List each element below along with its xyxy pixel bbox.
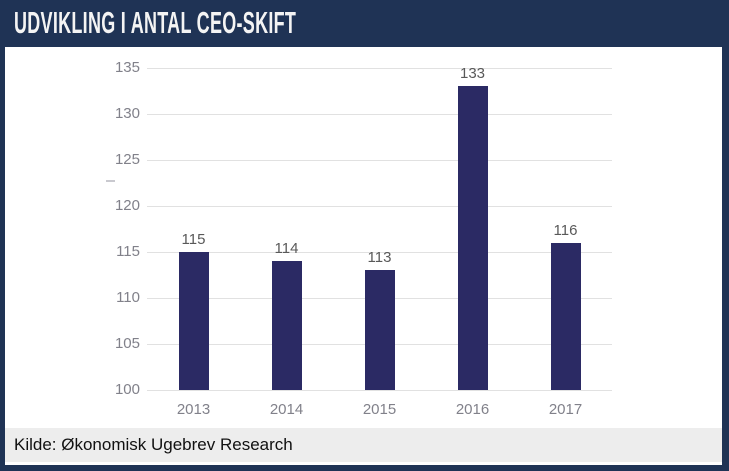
- source-text: Kilde: Økonomisk Ugebrev Research: [14, 435, 293, 454]
- bar-2014: [271, 261, 302, 390]
- y-axis-tick-label: 100: [114, 381, 140, 398]
- frame-border-left: [0, 0, 5, 471]
- gridline: [147, 251, 612, 253]
- gridline: [147, 159, 612, 161]
- chart-title: UDVIKLING I ANTAL CEO-SKIFT: [14, 5, 297, 40]
- chart-header: UDVIKLING I ANTAL CEO-SKIFT: [0, 0, 729, 47]
- gridline: [147, 67, 612, 69]
- frame-border-bottom: [0, 465, 729, 471]
- y-axis-tick-label: 130: [114, 105, 140, 122]
- minor-tick-mark: [106, 180, 115, 182]
- bar-value-label: 133: [459, 65, 486, 83]
- y-axis-tick-label: 120: [114, 197, 140, 214]
- bar-2015: [364, 270, 395, 390]
- y-axis-tick-label: 135: [114, 59, 140, 76]
- y-axis-tick-label: 125: [114, 151, 140, 168]
- bar-value-label: 114: [274, 240, 299, 258]
- gridline: [147, 205, 612, 207]
- bar-2016: [457, 86, 488, 390]
- gridline: [147, 389, 612, 391]
- x-axis-label: 2016: [455, 401, 490, 418]
- bar-2013: [178, 252, 209, 390]
- x-axis-label: 2017: [548, 401, 583, 418]
- y-axis-tick-label: 105: [114, 335, 140, 352]
- y-axis-tick-label: 110: [116, 289, 140, 306]
- bar-value-label: 116: [553, 221, 578, 239]
- bar-2017: [550, 242, 581, 390]
- gridline: [147, 113, 612, 115]
- frame-border-right: [722, 0, 729, 471]
- bar-value-label: 113: [367, 249, 392, 267]
- source-footer: Kilde: Økonomisk Ugebrev Research: [5, 428, 722, 462]
- x-axis-label: 2014: [269, 401, 304, 418]
- x-axis-label: 2015: [362, 401, 397, 418]
- x-axis-label: 2013: [176, 401, 211, 418]
- bar-value-label: 115: [181, 231, 206, 248]
- y-axis-tick-label: 115: [116, 243, 140, 260]
